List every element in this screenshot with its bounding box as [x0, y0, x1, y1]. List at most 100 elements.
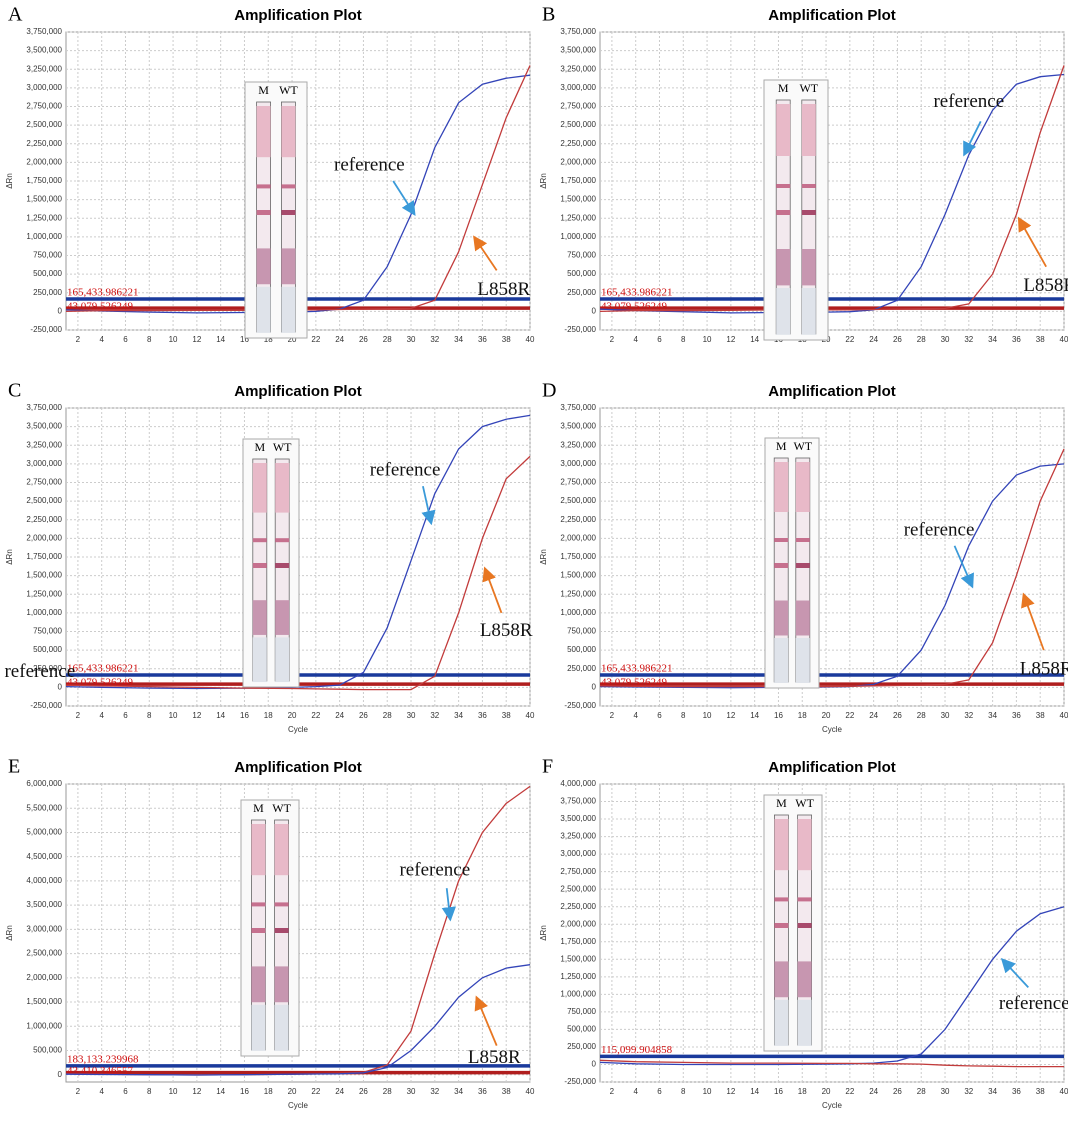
x-tick-label: 18 [264, 335, 273, 344]
y-tick-label: 4,000,000 [560, 779, 596, 788]
y-tick-label: 3,750,000 [560, 797, 596, 806]
series-line [599, 463, 1065, 689]
strip-label: WT [279, 83, 298, 97]
strip-band [801, 184, 816, 188]
x-tick-label: 4 [633, 711, 638, 720]
y-tick-label: 2,500,000 [26, 120, 62, 129]
threshold-label: 43,410.346557 [67, 1065, 134, 1077]
y-tick-label: 2,250,000 [560, 902, 596, 911]
x-tick-label: 32 [430, 335, 439, 344]
y-tick-label: -250,000 [30, 701, 62, 710]
x-tick-label: 32 [430, 1087, 439, 1096]
panel-letter: E [8, 756, 20, 778]
strip-label: WT [793, 439, 812, 453]
y-tick-label: 2,500,000 [560, 884, 596, 893]
x-tick-label: 36 [478, 711, 487, 720]
series-line [599, 448, 1065, 688]
strip-band [252, 538, 267, 543]
strip-pad [795, 462, 810, 512]
threshold-label: 165,433.986221 [601, 287, 673, 299]
y-tick-label: 2,000,000 [560, 533, 596, 542]
y-tick-label: 0 [58, 682, 63, 691]
x-tick-label: 32 [964, 1087, 973, 1096]
strip-label: M [776, 796, 787, 810]
annotation-arrow [474, 995, 498, 1047]
panel: F Amplification Plot ΔRn Cycle -250,000 0 250,… [539, 756, 1068, 1111]
y-tick-label: 3,500,000 [560, 46, 596, 55]
x-tick-label: 26 [893, 1087, 902, 1096]
y-tick-label: 3,000,000 [560, 83, 596, 92]
x-tick-label: 16 [774, 1087, 783, 1096]
y-tick-label: 1,750,000 [560, 176, 596, 185]
y-tick-label: 2,750,000 [26, 102, 62, 111]
y-tick-label: 250,000 [33, 664, 62, 673]
x-tick-label: 22 [845, 711, 854, 720]
x-tick-label: 8 [147, 1087, 152, 1096]
annotation-arrow [392, 180, 416, 217]
strip-pad [251, 1004, 266, 1051]
panel-letter: A [8, 4, 23, 26]
strip-pad [801, 104, 816, 156]
x-tick-label: 38 [502, 335, 511, 344]
strip-band [252, 563, 267, 568]
strip-pad [774, 961, 789, 998]
x-tick-label: 4 [633, 335, 638, 344]
y-tick-label: 2,500,000 [26, 949, 62, 958]
y-tick-label: 3,000,000 [560, 849, 596, 858]
annotation: reference [334, 154, 405, 175]
chart-title: Amplification Plot [768, 383, 896, 400]
strip-band [281, 184, 296, 189]
y-tick-label: 2,250,000 [26, 139, 62, 148]
y-tick-label: 1,500,000 [26, 195, 62, 204]
y-tick-label: 1,250,000 [560, 213, 596, 222]
strip-band [274, 902, 289, 907]
x-tick-label: 28 [383, 711, 392, 720]
x-tick-label: 28 [383, 335, 392, 344]
x-tick-label: 40 [526, 1087, 535, 1096]
x-tick-label: 20 [822, 711, 831, 720]
y-axis-label: ΔRn [539, 173, 548, 189]
annotation: reference [999, 993, 1068, 1014]
y-tick-label: 250,000 [567, 1042, 596, 1051]
series-line [599, 73, 1065, 314]
panel-letter: F [542, 756, 553, 778]
panel-letter: D [542, 380, 556, 402]
y-tick-label: 2,750,000 [560, 102, 596, 111]
x-tick-label: 16 [240, 1087, 249, 1096]
y-tick-label: 1,000,000 [560, 989, 596, 998]
y-tick-label: 2,250,000 [26, 515, 62, 524]
y-axis-label: ΔRn [5, 549, 14, 565]
y-tick-label: 1,250,000 [560, 589, 596, 598]
strip-band [256, 210, 271, 215]
x-tick-label: 22 [311, 335, 320, 344]
strip-pad [774, 462, 789, 512]
y-tick-label: 2,000,000 [26, 157, 62, 166]
strip-pad [251, 966, 266, 1003]
x-tick-label: 22 [311, 711, 320, 720]
y-axis-label: ΔRn [5, 173, 14, 189]
y-tick-label: 500,000 [567, 645, 596, 654]
series-line [65, 414, 531, 690]
strip-pad [252, 637, 267, 683]
strip-pad [801, 288, 816, 335]
threshold-label: 43,079.526249 [67, 301, 134, 313]
strip-pad [776, 288, 791, 335]
panel: E Amplification Plot ΔRn Cycle 0 500,000 1,000… [5, 756, 535, 1111]
x-tick-label: 6 [657, 335, 662, 344]
annotation: reference [399, 860, 470, 881]
y-tick-label: 500,000 [33, 645, 62, 654]
x-tick-label: 2 [76, 1087, 81, 1096]
x-tick-label: 12 [726, 711, 735, 720]
y-tick-label: 250,000 [567, 288, 596, 297]
strip-pad [776, 104, 791, 156]
x-tick-label: 14 [750, 1087, 759, 1096]
threshold-label: 165,433.986221 [67, 663, 139, 675]
panel-letter: C [8, 380, 21, 402]
x-tick-label: 18 [798, 1087, 807, 1096]
x-tick-label: 12 [192, 335, 201, 344]
x-tick-label: 18 [264, 1087, 273, 1096]
strip-inset [242, 438, 300, 688]
y-tick-label: 3,000,000 [26, 83, 62, 92]
x-tick-label: 18 [798, 711, 807, 720]
annotation-arrow [1000, 957, 1029, 988]
